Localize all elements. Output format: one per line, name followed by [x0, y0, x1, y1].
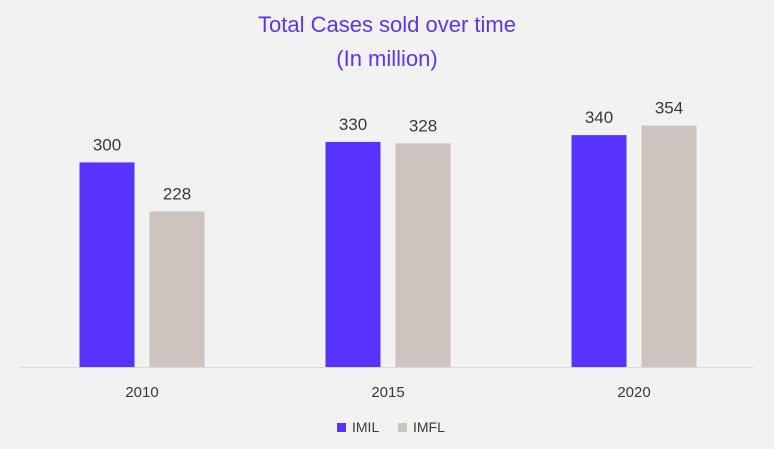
data-label-imil-2020: 340	[585, 108, 613, 127]
bar-imil-2020	[571, 135, 627, 367]
x-tick-label-2020: 2020	[617, 384, 650, 401]
chart-title: Total Cases sold over time	[258, 12, 516, 37]
legend-label-imfl: IMFL	[413, 419, 445, 435]
data-label-imil-2015: 330	[339, 115, 367, 134]
legend-swatch-imfl	[398, 423, 407, 432]
bar-imfl-2010	[149, 211, 205, 367]
bar-imfl-2020	[641, 125, 697, 368]
data-label-imfl-2010: 228	[163, 185, 191, 204]
legend-label-imil: IMIL	[352, 419, 379, 435]
bar-imil-2015	[325, 141, 381, 367]
bar-imil-2010	[79, 162, 135, 367]
x-tick-label-2010: 2010	[125, 384, 158, 401]
chart-subtitle: (In million)	[336, 46, 438, 71]
legend-swatch-imil	[337, 423, 346, 432]
data-label-imfl-2015: 328	[409, 116, 437, 135]
bar-imfl-2015	[395, 143, 451, 367]
data-label-imil-2010: 300	[93, 135, 121, 154]
data-label-imfl-2020: 354	[655, 99, 683, 118]
x-tick-label-2015: 2015	[371, 384, 404, 401]
